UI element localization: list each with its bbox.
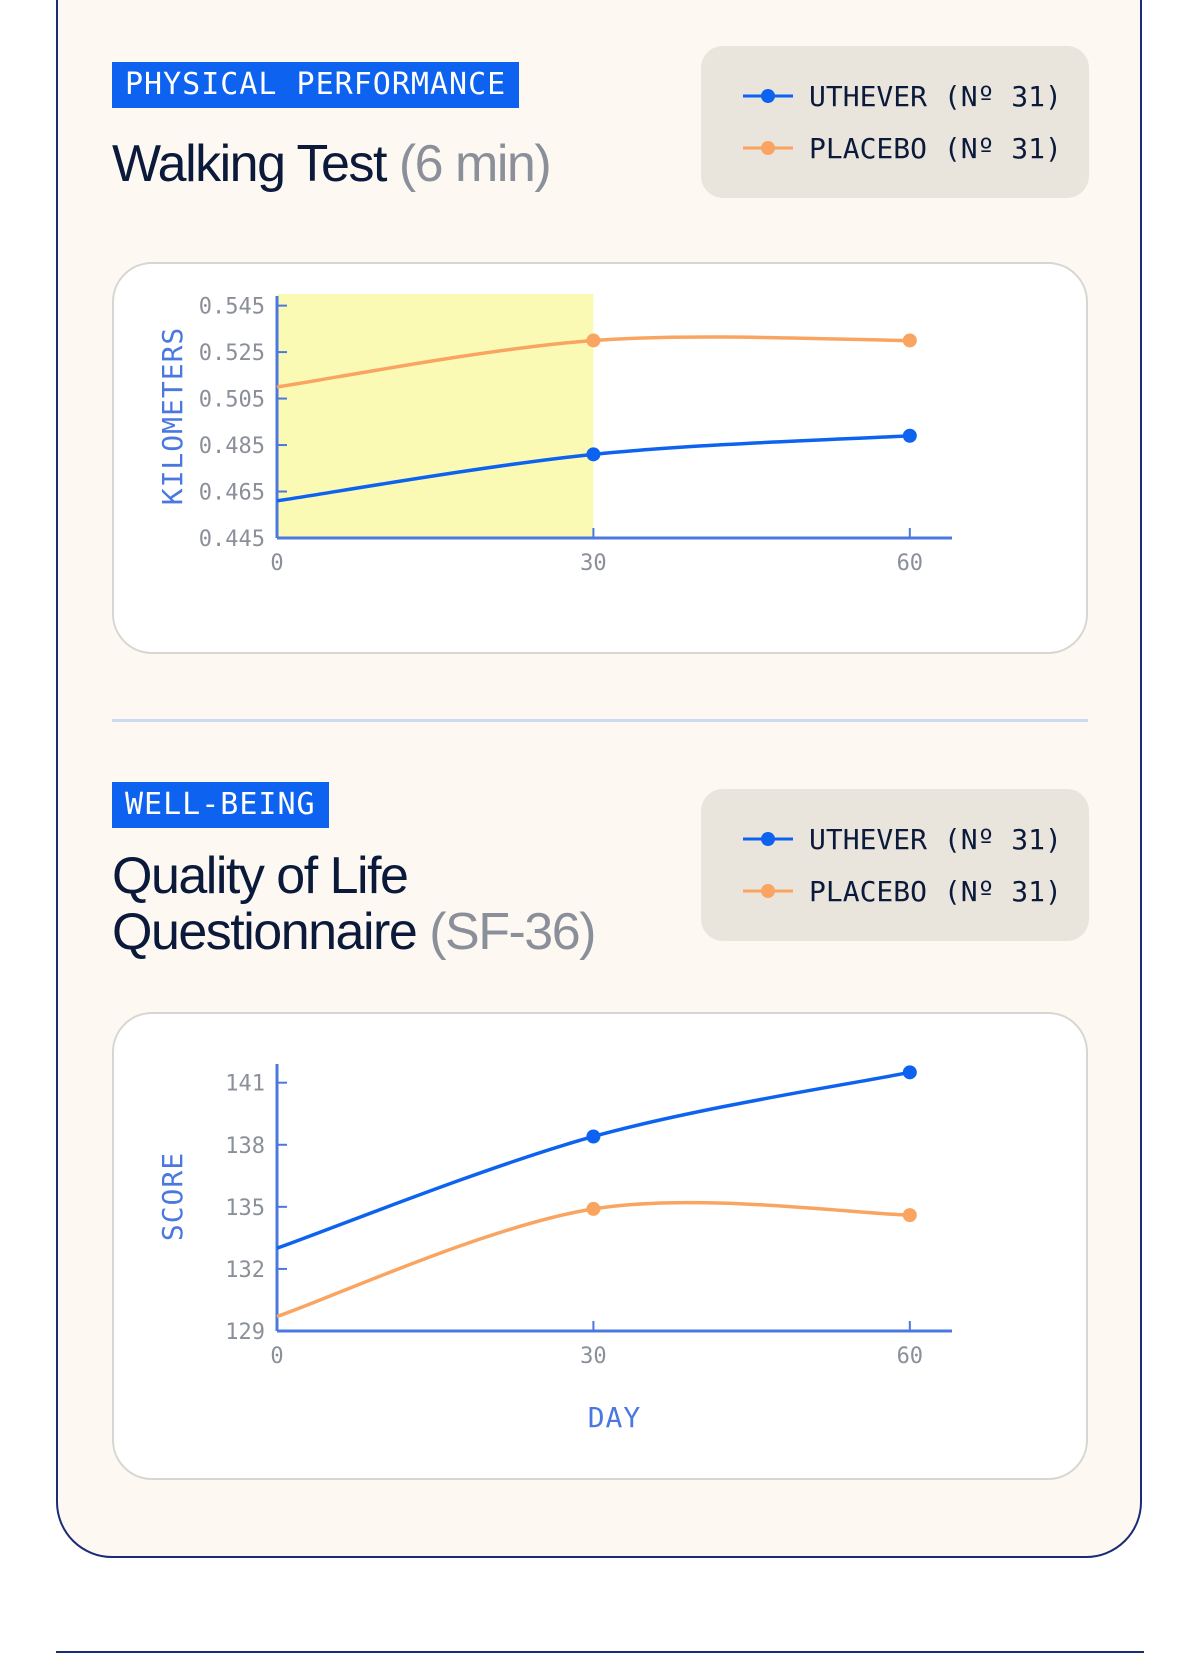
legend-label: PLACEBO (Nº 31) — [809, 874, 1062, 908]
data-point-placebo — [902, 333, 917, 348]
title-text: Walking Test — [112, 135, 387, 193]
x-tick-label: 0 — [270, 551, 283, 576]
y-tick-label: 0.525 — [199, 341, 265, 366]
x-tick-label: 30 — [580, 1344, 607, 1369]
y-tick-label: 0.465 — [199, 481, 265, 506]
title-subtitle: (SF-36) — [429, 903, 596, 961]
x-axis-label: DAY — [588, 1401, 642, 1434]
data-point-placebo — [902, 1208, 917, 1223]
data-point-uthever — [902, 428, 917, 443]
y-axis-label: SCORE — [156, 1152, 189, 1241]
y-tick-label: 0.445 — [199, 527, 265, 552]
y-tick-label: 138 — [225, 1134, 265, 1159]
title-subtitle: (6 min) — [398, 135, 552, 193]
category-tag-well-being: WELL-BEING — [112, 782, 329, 828]
footer-divider — [56, 1651, 1144, 1653]
category-tag-physical-performance: PHYSICAL PERFORMANCE — [112, 62, 520, 108]
legend-walking-test: UTHEVER (Nº 31) PLACEBO (Nº 31) — [701, 46, 1089, 198]
series-line-placebo — [276, 1200, 910, 1319]
x-tick-label: 0 — [270, 1344, 283, 1369]
data-point-placebo — [586, 1201, 601, 1216]
legend-label: UTHEVER (Nº 31) — [809, 822, 1062, 856]
legend-item-uthever: UTHEVER (Nº 31) — [741, 76, 1062, 116]
section-title-walking-test: Walking Test (6 min) — [112, 135, 552, 193]
y-tick-label: 132 — [225, 1258, 265, 1283]
title-line-2: Questionnaire — [112, 903, 418, 961]
quality-of-life-chart: 129 132 135 138 141 0 30 60 SCORE DAY — [156, 1064, 952, 1434]
section-title-quality-of-life: Quality of Life Questionnaire (SF-36) — [112, 847, 596, 961]
x-tick-label: 60 — [897, 1344, 924, 1369]
chart-panel-walking-test: 0.445 0.465 0.485 0.505 0.525 0.545 0 30 60 KILOM… — [112, 262, 1088, 654]
y-tick-label: 135 — [225, 1196, 265, 1221]
y-tick-label: 0.545 — [199, 295, 265, 320]
data-point-placebo — [586, 333, 601, 348]
section-divider — [112, 719, 1088, 722]
legend-item-placebo: PLACEBO (Nº 31) — [741, 128, 1062, 168]
legend-line-icon — [743, 89, 793, 103]
chart-panel-quality-of-life: 129 132 135 138 141 0 30 60 SCORE DAY — [112, 1012, 1088, 1480]
legend-label: UTHEVER (Nº 31) — [809, 79, 1062, 113]
x-tick-label: 60 — [897, 551, 924, 576]
data-point-uthever — [586, 1129, 601, 1144]
legend-item-uthever: UTHEVER (Nº 31) — [741, 819, 1062, 859]
y-axis-label: KILOMETERS — [156, 327, 189, 506]
data-point-uthever — [586, 447, 601, 462]
walking-test-chart: 0.445 0.465 0.485 0.505 0.525 0.545 0 30 60 KILOM… — [156, 294, 952, 576]
legend-line-icon — [743, 832, 793, 846]
legend-line-icon — [743, 141, 793, 155]
y-tick-label: 129 — [225, 1320, 265, 1345]
y-tick-label: 0.505 — [199, 388, 265, 413]
legend-item-placebo: PLACEBO (Nº 31) — [741, 871, 1062, 911]
title-line-1: Quality of Life — [112, 847, 409, 905]
x-tick-label: 30 — [580, 551, 607, 576]
y-tick-label: 141 — [225, 1072, 265, 1097]
highlight-band — [277, 294, 594, 538]
legend-label: PLACEBO (Nº 31) — [809, 131, 1062, 165]
data-point-uthever — [902, 1065, 917, 1080]
legend-line-icon — [743, 884, 793, 898]
series-line-uthever — [276, 1070, 911, 1250]
y-tick-label: 0.485 — [199, 434, 265, 459]
legend-quality-of-life: UTHEVER (Nº 31) PLACEBO (Nº 31) — [701, 789, 1089, 941]
